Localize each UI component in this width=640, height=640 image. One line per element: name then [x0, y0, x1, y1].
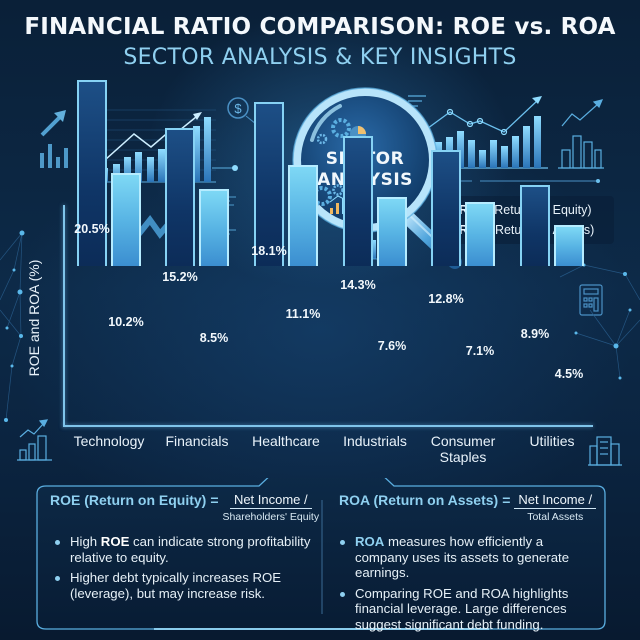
bar-roe-technology	[77, 80, 107, 266]
category-label: Industrials	[343, 433, 407, 449]
network-nodes	[4, 230, 25, 422]
page-subtitle: SECTOR ANALYSIS & KEY INSIGHTS	[123, 45, 517, 70]
roe-formula: ROE (Return on Equity) = Net Income / Sh…	[50, 492, 319, 523]
bar-roe-healthcare	[254, 102, 284, 266]
buildings-icon	[588, 436, 622, 466]
bar-roe-financials	[165, 128, 195, 266]
x-axis	[63, 425, 593, 427]
bar-roa-consumer-staples	[465, 202, 495, 266]
bar-value-label: 11.1%	[285, 307, 321, 321]
bar-roa-technology	[111, 173, 141, 266]
bar-roe-consumer-staples	[431, 150, 461, 266]
category-label: Utilities	[529, 433, 575, 449]
category-label: Technology	[73, 433, 145, 449]
category-label: Healthcare	[252, 433, 320, 449]
bar-roa-industrials	[377, 197, 407, 266]
bar-value-label: 7.6%	[377, 339, 407, 353]
right-network-graphic	[559, 264, 640, 379]
calculator-icon	[579, 284, 603, 316]
bar-value-label: 8.9%	[520, 327, 550, 341]
bar-value-label: 14.3%	[340, 278, 376, 292]
roa-bullets: ROA measures how efficiently a company u…	[337, 534, 599, 637]
bar-roa-utilities	[554, 225, 584, 266]
chart-growth-icon	[17, 419, 52, 461]
panel-frame	[36, 478, 606, 630]
roe-fraction: Net Income / Shareholders' Equity	[223, 492, 320, 523]
trend-arrow-icon	[40, 110, 66, 137]
page-title: FINANCIAL RATIO COMPARISON: ROE vs. ROA	[24, 14, 616, 40]
mini-bars-icon	[40, 144, 68, 168]
bar-chart: ROE and ROA (%) 20.5% 10.2% Technology 15.2…	[26, 80, 593, 465]
roa-equals: =	[502, 492, 511, 508]
bar-value-label: 10.2%	[108, 315, 144, 329]
y-axis	[63, 205, 65, 427]
roa-bullet-2: Comparing ROE and ROA highlights financi…	[337, 586, 599, 633]
bar-roe-industrials	[343, 136, 373, 266]
roa-formula: ROA (Return on Assets) = Net Income / To…	[339, 492, 597, 523]
roe-formula-name: ROE (Return on Equity)	[50, 492, 207, 508]
roa-bullet-1: ROA measures how efficiently a company u…	[337, 534, 599, 581]
bar-value-label: 15.2%	[162, 270, 198, 284]
category-label: Financials	[165, 433, 229, 449]
category-label: Consumer Staples	[430, 433, 496, 465]
bar-roa-healthcare	[288, 165, 318, 266]
roe-denominator: Shareholders' Equity	[222, 511, 320, 523]
building-chart-icon	[558, 99, 604, 169]
bar-value-label: 12.8%	[428, 292, 464, 306]
y-axis-label: ROE and ROA (%)	[26, 259, 42, 377]
roa-numerator: Net Income /	[514, 492, 597, 509]
roe-numerator: Net Income /	[229, 492, 312, 509]
bar-roa-financials	[199, 189, 229, 266]
svg-text:$: $	[234, 101, 242, 116]
roe-bullet-2: Higher debt typically increases ROE (lev…	[52, 570, 322, 601]
bar-value-label: 20.5%	[74, 222, 110, 236]
roe-bullets: High ROE can indicate strong profitabili…	[52, 534, 322, 606]
network-graphic	[0, 232, 23, 421]
bar-value-label: 18.1%	[251, 244, 287, 258]
roa-denominator: Total Assets	[527, 511, 584, 523]
roe-bullet-1: High ROE can indicate strong profitabili…	[52, 534, 322, 565]
bar-value-label: 7.1%	[465, 344, 495, 358]
info-panel: ROE (Return on Equity) = Net Income / Sh…	[34, 478, 609, 633]
roa-fraction: Net Income / Total Assets	[514, 492, 597, 523]
roe-equals: =	[210, 492, 219, 508]
roa-formula-name: ROA (Return on Assets)	[339, 492, 499, 508]
bar-value-label: 8.5%	[199, 331, 229, 345]
bar-value-label: 4.5%	[554, 367, 584, 381]
bar-roe-utilities	[520, 185, 550, 266]
